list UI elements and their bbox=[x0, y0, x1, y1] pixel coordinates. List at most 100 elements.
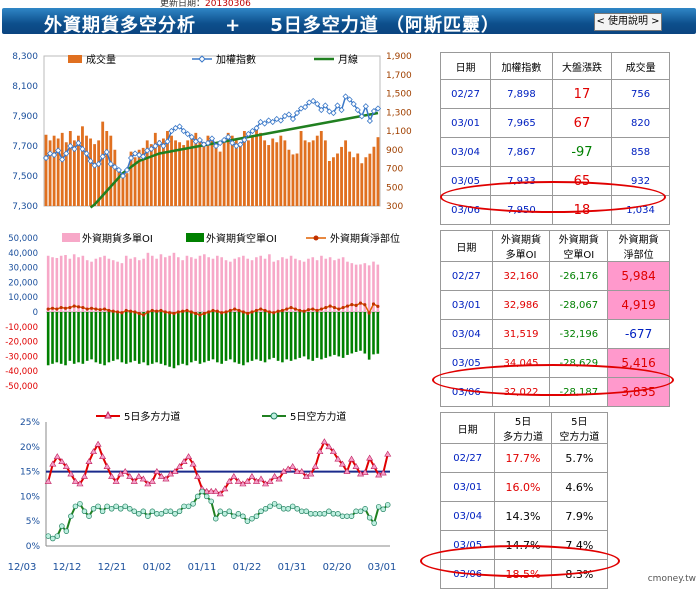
market-date-cell: 03/04 bbox=[439, 137, 492, 167]
c2-ytick: 40,000 bbox=[8, 249, 38, 259]
c2-net-point bbox=[328, 304, 332, 308]
c1-index-point bbox=[176, 123, 183, 130]
c2-short-bar bbox=[203, 312, 206, 363]
c1-index-point bbox=[293, 109, 301, 117]
c1-volume-bar bbox=[129, 151, 133, 206]
c1-index-point bbox=[249, 127, 256, 135]
c1-volume-bar bbox=[166, 131, 169, 206]
c2-long-bar bbox=[116, 261, 119, 312]
c2-net-point bbox=[263, 308, 267, 313]
c2-short-bar bbox=[103, 312, 106, 366]
c1-yright-tick: 1,100 bbox=[386, 127, 412, 137]
c2-short-bar bbox=[376, 312, 380, 354]
c3-long-point bbox=[180, 458, 188, 464]
c3-long-point bbox=[384, 450, 392, 457]
c2-net-point bbox=[137, 311, 141, 316]
c2-long-bar bbox=[190, 257, 193, 312]
c1-yright-tick: 1,300 bbox=[386, 108, 412, 118]
c2-legend-marker-net bbox=[313, 235, 319, 241]
c2-short-bar bbox=[181, 312, 184, 364]
c1-index-point bbox=[180, 127, 187, 135]
c1-index-point bbox=[229, 139, 236, 147]
c1-index-point bbox=[253, 124, 260, 132]
c3-long-point bbox=[248, 472, 256, 479]
c3-short-point bbox=[298, 508, 305, 515]
c2-short-bar bbox=[142, 312, 145, 363]
c2-ytick: 0 bbox=[33, 308, 38, 318]
c2-short-bar bbox=[285, 312, 289, 360]
c2-plot: 50,000 40,000 30,000 20,000 10,000 0 -10,000 -2… bbox=[5, 232, 400, 392]
c2-short-bar bbox=[341, 312, 345, 358]
power-long-cell: 14.3% bbox=[494, 501, 552, 531]
c2-net-point bbox=[237, 308, 241, 313]
c3-short-point bbox=[81, 508, 88, 515]
c1-volume-bar bbox=[376, 137, 380, 206]
c3-long-point bbox=[71, 477, 79, 484]
c3-xtick: 12/03 bbox=[8, 562, 37, 573]
c2-long-bar bbox=[372, 261, 375, 312]
c3-long-point bbox=[44, 477, 52, 484]
c1-volume-bar bbox=[242, 131, 246, 206]
c3-short-point bbox=[312, 511, 319, 517]
c1-index-point bbox=[152, 142, 159, 150]
c1-volume-bar bbox=[348, 151, 352, 206]
c2-net-point bbox=[146, 310, 150, 314]
c3-short-point bbox=[240, 513, 246, 519]
c2-long-bar bbox=[341, 257, 345, 312]
c3-long-point bbox=[67, 470, 75, 477]
c2-short-bar bbox=[194, 312, 197, 361]
c3-short-point bbox=[54, 533, 61, 539]
c3-short-point bbox=[95, 503, 101, 510]
c3-long-point bbox=[225, 477, 233, 484]
c3-long-point bbox=[157, 472, 165, 479]
highlight-oval-market bbox=[440, 181, 666, 213]
c3-long-point bbox=[99, 453, 107, 460]
c2-long-bar bbox=[229, 261, 232, 312]
c3-xtick: 01/31 bbox=[278, 562, 307, 573]
c2-long-bar bbox=[203, 254, 206, 312]
update-date: 更新日期：20130306 bbox=[160, 0, 251, 9]
c3-short-point bbox=[317, 511, 323, 517]
c2-short-bar bbox=[337, 312, 341, 357]
c3-long-point bbox=[234, 477, 242, 484]
c1-volume-bar bbox=[311, 140, 315, 206]
c2-legend-swatch-long bbox=[62, 233, 80, 242]
c1-index-point bbox=[302, 103, 309, 111]
c2-long-bar bbox=[46, 255, 50, 312]
c1-index-point bbox=[374, 105, 382, 112]
c2-long-bar bbox=[216, 255, 219, 312]
c3-short-point bbox=[262, 506, 269, 512]
c2-short-bar bbox=[146, 312, 150, 366]
c2-short-bar bbox=[107, 312, 111, 363]
c2-net-point bbox=[81, 305, 85, 310]
c2-short-bar bbox=[111, 312, 115, 361]
c2-short-bar bbox=[354, 312, 358, 352]
c1-volume-bar bbox=[368, 153, 372, 206]
c2-net-point bbox=[168, 311, 172, 315]
c2-long-bar bbox=[59, 255, 63, 312]
oi-header-cell: 外資期貨 多單OI bbox=[491, 230, 551, 262]
c1-index-point bbox=[370, 107, 377, 115]
oi-net-cell: 5,984 bbox=[607, 261, 670, 291]
c2-short-bar bbox=[98, 312, 102, 364]
c2-long-bar bbox=[185, 255, 189, 312]
c2-ytick: -10,000 bbox=[5, 323, 38, 333]
c3-long-point bbox=[108, 472, 116, 479]
c3-short-point bbox=[339, 513, 346, 519]
c1-index-point bbox=[67, 142, 74, 150]
c2-long-bar bbox=[181, 260, 184, 312]
market-header-row: 日期 加權指數 大盤漲跌 成交量 bbox=[439, 52, 670, 80]
c2-short-bar bbox=[276, 312, 280, 361]
c3-short-point bbox=[330, 511, 337, 517]
c2-short-bar bbox=[242, 312, 245, 366]
c3-short-point bbox=[235, 511, 242, 517]
c1-volume-bar bbox=[60, 132, 64, 206]
c1-index-point bbox=[127, 154, 135, 162]
c1-index-point bbox=[59, 156, 66, 163]
help-button[interactable]: < 使用說明 > bbox=[594, 13, 662, 31]
c2-long-bar bbox=[198, 255, 202, 312]
c3-long-point bbox=[212, 487, 220, 494]
c2-long-bar bbox=[363, 263, 367, 312]
c2-net-point bbox=[55, 307, 59, 311]
c1-ma-line bbox=[89, 111, 379, 209]
